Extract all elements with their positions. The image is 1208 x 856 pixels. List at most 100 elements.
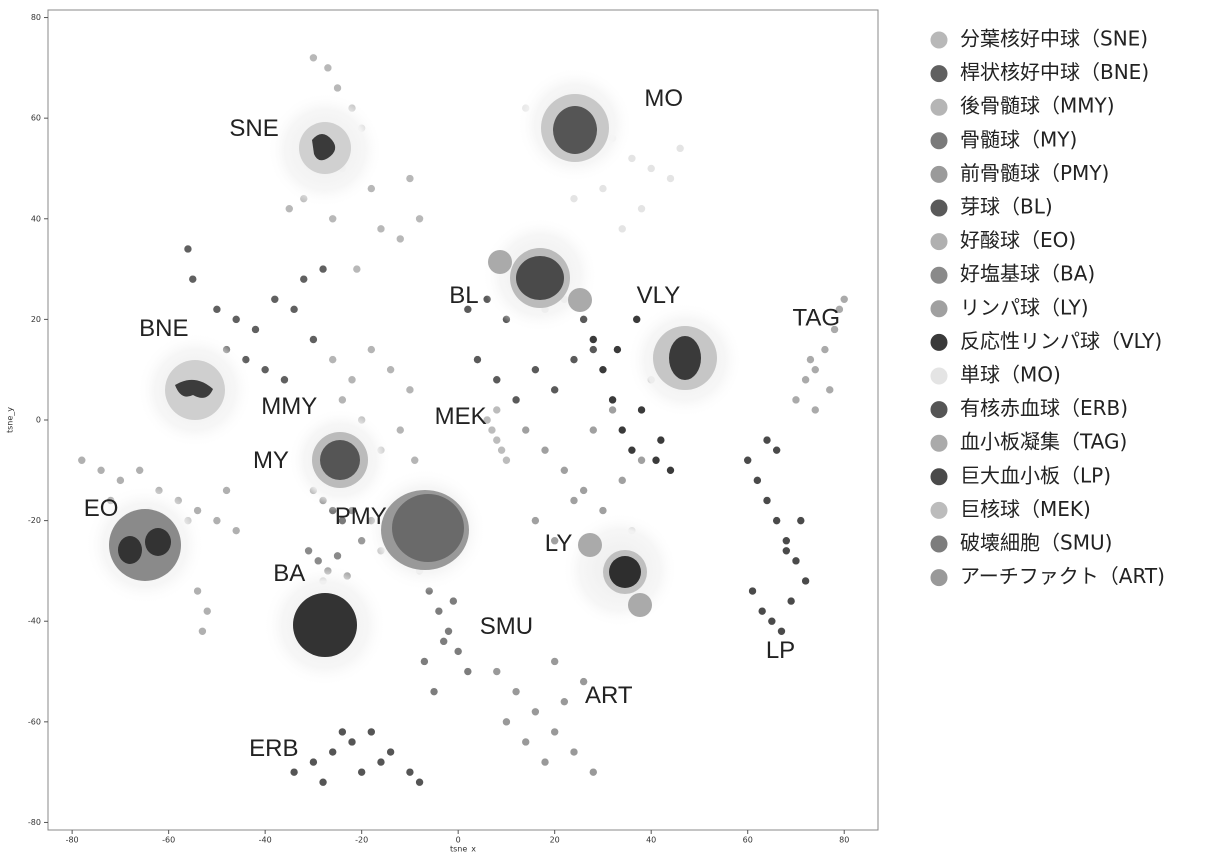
- point: [213, 517, 221, 525]
- point: [449, 597, 457, 605]
- point: [305, 547, 313, 555]
- point: [493, 376, 501, 384]
- point: [353, 265, 361, 273]
- legend-entry: 後骨髄球（MMY): [960, 94, 1115, 118]
- point: [652, 456, 660, 464]
- point: [609, 396, 617, 404]
- point: [531, 366, 539, 374]
- point: [599, 366, 607, 374]
- x-tick-label: -20: [355, 836, 368, 845]
- point: [285, 205, 293, 213]
- point: [338, 728, 346, 736]
- point: [618, 225, 626, 233]
- point: [420, 657, 428, 665]
- legend-entry: 破壊細胞（SMU): [960, 531, 1112, 555]
- point: [599, 185, 607, 193]
- point: [773, 517, 781, 525]
- point: [406, 768, 414, 776]
- point: [348, 738, 356, 746]
- cluster-label: MO: [644, 85, 683, 112]
- point: [416, 778, 424, 786]
- point: [657, 436, 665, 444]
- legend-entry: 芽球（BL): [960, 195, 1053, 219]
- point: [396, 426, 404, 434]
- cluster-label: MMY: [261, 393, 317, 420]
- cluster-label: VLY: [637, 282, 681, 309]
- point: [676, 144, 684, 152]
- point: [531, 517, 539, 525]
- point: [416, 215, 424, 223]
- legend-marker: [930, 367, 948, 385]
- point: [551, 657, 559, 665]
- cluster-label: ART: [585, 682, 633, 709]
- point: [806, 356, 814, 364]
- point: [488, 426, 496, 434]
- point: [213, 305, 221, 313]
- y-axis-label: tsne_y: [6, 407, 15, 433]
- point: [329, 215, 337, 223]
- point: [589, 336, 597, 344]
- point: [406, 386, 414, 394]
- point: [367, 346, 375, 354]
- point: [367, 728, 375, 736]
- point: [570, 356, 578, 364]
- point: [811, 366, 819, 374]
- legend-marker: [930, 233, 948, 251]
- point: [223, 486, 231, 494]
- x-tick-label: 40: [646, 836, 656, 845]
- legend-entry: 単球（MO): [960, 363, 1061, 387]
- legend-entry: アーチファクト（ART): [960, 564, 1165, 588]
- point: [290, 305, 298, 313]
- legend-entry: 巨大血小板（LP): [960, 463, 1111, 487]
- point: [560, 466, 568, 474]
- point: [203, 607, 211, 615]
- legend-marker: [930, 569, 948, 587]
- legend-entry: 好酸球（EO): [960, 228, 1076, 252]
- point: [435, 607, 443, 615]
- point: [512, 396, 520, 404]
- point: [440, 637, 448, 645]
- cluster-label: BL: [449, 282, 478, 309]
- point: [551, 728, 559, 736]
- legend-entry: 好塩基球（BA): [960, 262, 1095, 286]
- cluster-label: MEK: [435, 403, 487, 430]
- point: [541, 446, 549, 454]
- legend-entry: 有核赤血球（ERB): [960, 396, 1128, 420]
- y-tick-label: 40: [31, 214, 41, 223]
- legend-entry: 骨髄球（MY): [960, 127, 1077, 151]
- point: [334, 84, 342, 92]
- legend-entry: 反応性リンパ球（VLY): [960, 329, 1162, 353]
- point: [560, 698, 568, 706]
- point: [198, 627, 206, 635]
- point: [638, 406, 646, 414]
- point: [78, 456, 86, 464]
- point: [763, 436, 771, 444]
- point: [589, 426, 597, 434]
- point: [377, 758, 385, 766]
- point: [300, 275, 308, 283]
- point: [454, 647, 462, 655]
- point: [609, 406, 617, 414]
- point: [768, 617, 776, 625]
- legend-marker: [930, 65, 948, 83]
- point: [777, 627, 785, 635]
- x-tick-label: 0: [456, 836, 461, 845]
- cluster-label: MY: [253, 447, 289, 474]
- y-tick-label: -80: [28, 818, 41, 827]
- legend-entry: 分葉核好中球（SNE): [960, 27, 1148, 51]
- point: [136, 466, 144, 474]
- legend-marker: [930, 434, 948, 452]
- point: [406, 175, 414, 183]
- point: [753, 476, 761, 484]
- point: [570, 496, 578, 504]
- legend-marker: [930, 300, 948, 318]
- y-tick-label: 20: [31, 315, 41, 324]
- point: [787, 597, 795, 605]
- point: [522, 738, 530, 746]
- point: [613, 346, 621, 354]
- point: [647, 164, 655, 172]
- legend-marker: [930, 501, 948, 519]
- point: [387, 366, 395, 374]
- point: [744, 456, 752, 464]
- point: [252, 325, 260, 333]
